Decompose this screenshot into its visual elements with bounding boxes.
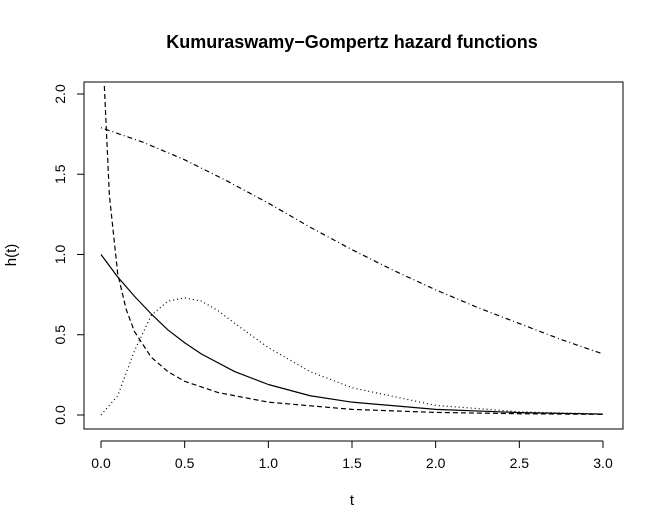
y-tick-label: 1.5 <box>52 164 68 184</box>
series-line-dotted <box>100 297 604 416</box>
x-tick-label: 1.5 <box>342 455 362 471</box>
x-tick-label: 0.5 <box>175 455 195 471</box>
x-axis: 0.0 0.5 1.0 1.5 2.0 2.5 3.0 <box>91 440 613 471</box>
y-tick-label: 0.0 <box>52 405 68 425</box>
x-tick-label: 2.5 <box>510 455 530 471</box>
y-tick-label: 2.0 <box>52 84 68 104</box>
series-group <box>100 85 604 416</box>
x-tick-label: 0.0 <box>91 455 111 471</box>
plot-frame <box>83 81 624 430</box>
y-tick-label: 1.0 <box>52 245 68 265</box>
chart-title: Kumuraswamy−Gompertz hazard functions <box>166 32 538 52</box>
y-axis: 0.0 0.5 1.0 1.5 2.0 <box>52 84 85 425</box>
y-tick-label: 0.5 <box>52 325 68 345</box>
x-tick-label: 3.0 <box>593 455 613 471</box>
x-tick-label: 2.0 <box>426 455 446 471</box>
x-axis-title: t <box>350 492 355 509</box>
series-line-dashed <box>103 85 604 415</box>
x-tick-label: 1.0 <box>259 455 279 471</box>
series-line-solid <box>100 254 604 415</box>
y-axis-title: h(t) <box>3 244 20 267</box>
series-line-dotdash <box>100 127 604 355</box>
